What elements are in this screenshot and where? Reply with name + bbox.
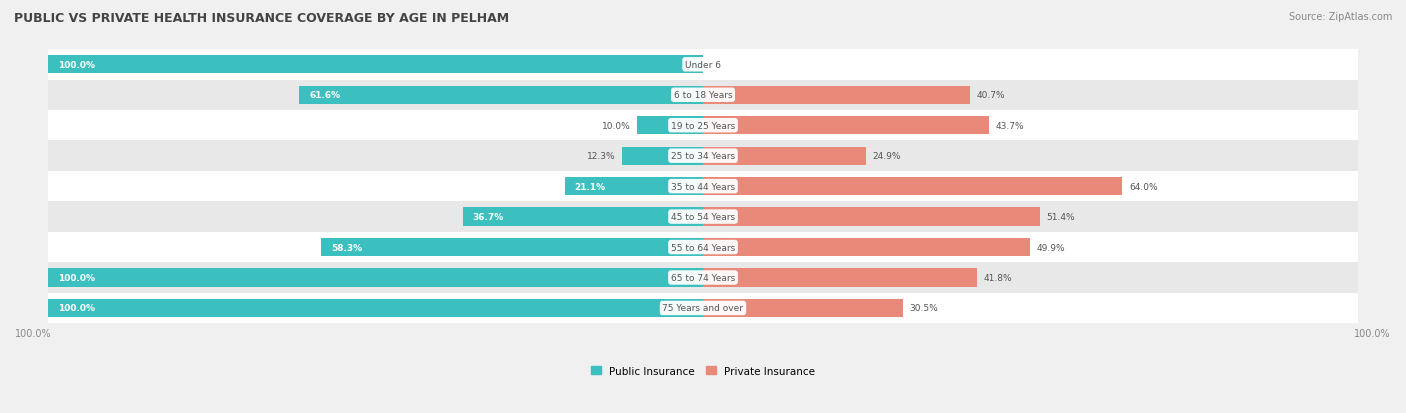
Bar [321, 238, 703, 256]
Bar [48, 141, 1358, 171]
Text: 36.7%: 36.7% [472, 213, 503, 221]
Bar [623, 147, 703, 165]
Text: 21.1%: 21.1% [575, 182, 606, 191]
Bar [703, 269, 977, 287]
Bar [299, 86, 703, 104]
Text: 10.0%: 10.0% [602, 121, 631, 131]
Text: 100.0%: 100.0% [15, 328, 52, 338]
Text: 100.0%: 100.0% [58, 304, 94, 313]
Bar [48, 56, 703, 74]
Bar [48, 232, 1358, 263]
Bar [48, 171, 1358, 202]
Text: 100.0%: 100.0% [58, 61, 94, 70]
Text: 24.9%: 24.9% [873, 152, 901, 161]
Text: 12.3%: 12.3% [588, 152, 616, 161]
Bar [48, 269, 703, 287]
Bar [48, 50, 1358, 81]
Bar [48, 111, 1358, 141]
Text: 6 to 18 Years: 6 to 18 Years [673, 91, 733, 100]
Text: 100.0%: 100.0% [1354, 328, 1391, 338]
Bar [463, 208, 703, 226]
Bar [637, 117, 703, 135]
Bar [565, 178, 703, 196]
Bar [48, 263, 1358, 293]
Bar [703, 178, 1122, 196]
Text: 65 to 74 Years: 65 to 74 Years [671, 273, 735, 282]
Bar [703, 86, 970, 104]
Text: Under 6: Under 6 [685, 61, 721, 70]
Text: 55 to 64 Years: 55 to 64 Years [671, 243, 735, 252]
Text: 40.7%: 40.7% [976, 91, 1005, 100]
Bar [703, 238, 1031, 256]
Text: 19 to 25 Years: 19 to 25 Years [671, 121, 735, 131]
Bar [48, 202, 1358, 232]
Bar [703, 299, 903, 317]
Bar [703, 117, 990, 135]
Text: 100.0%: 100.0% [58, 273, 94, 282]
Text: 30.5%: 30.5% [910, 304, 938, 313]
Text: PUBLIC VS PRIVATE HEALTH INSURANCE COVERAGE BY AGE IN PELHAM: PUBLIC VS PRIVATE HEALTH INSURANCE COVER… [14, 12, 509, 25]
Bar [48, 293, 1358, 323]
Bar [703, 147, 866, 165]
Bar [48, 81, 1358, 111]
Text: 45 to 54 Years: 45 to 54 Years [671, 213, 735, 221]
Text: 35 to 44 Years: 35 to 44 Years [671, 182, 735, 191]
Text: 58.3%: 58.3% [330, 243, 361, 252]
Legend: Public Insurance, Private Insurance: Public Insurance, Private Insurance [591, 366, 815, 376]
Text: 49.9%: 49.9% [1036, 243, 1066, 252]
Text: 43.7%: 43.7% [995, 121, 1025, 131]
Text: 64.0%: 64.0% [1129, 182, 1157, 191]
Text: 61.6%: 61.6% [309, 91, 340, 100]
Text: 51.4%: 51.4% [1046, 213, 1076, 221]
Text: 25 to 34 Years: 25 to 34 Years [671, 152, 735, 161]
Bar [703, 208, 1040, 226]
Text: 75 Years and over: 75 Years and over [662, 304, 744, 313]
Text: Source: ZipAtlas.com: Source: ZipAtlas.com [1288, 12, 1392, 22]
Text: 41.8%: 41.8% [983, 273, 1012, 282]
Bar [48, 299, 703, 317]
